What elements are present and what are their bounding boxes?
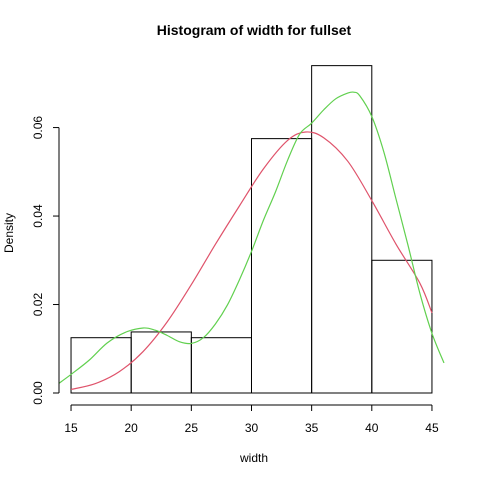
y-tick-label: 0.06 [31,116,45,140]
x-tick-label: 25 [185,421,199,435]
density-curves [58,91,445,391]
histogram-bar-1 [130,331,192,394]
histogram-bar-4 [311,65,373,394]
x-axis-label: width [239,451,268,465]
density-curve-1 [58,91,445,384]
y-tick-label: 0.02 [31,293,45,317]
histogram-bar-2 [190,337,252,394]
x-tick-label: 45 [425,421,439,435]
histogram-bar-5 [371,259,433,394]
histogram-bars [70,65,433,394]
y-axis: 0.00 0.02 0.04 0.06 [31,116,60,405]
y-tick-label: 0.04 [31,204,45,228]
x-axis: 15 20 25 30 35 40 45 [64,404,439,435]
y-axis-label: Density [2,213,16,253]
chart-title: Histogram of width for fullset [157,22,352,38]
x-tick-label: 30 [245,421,259,435]
histogram-bar-0 [70,337,132,394]
x-tick-label: 40 [365,421,379,435]
density-curve-0 [70,131,433,391]
x-tick-label: 15 [64,421,78,435]
y-tick-label: 0.00 [31,381,45,405]
x-tick-label: 20 [125,421,139,435]
x-tick-label: 35 [305,421,319,435]
